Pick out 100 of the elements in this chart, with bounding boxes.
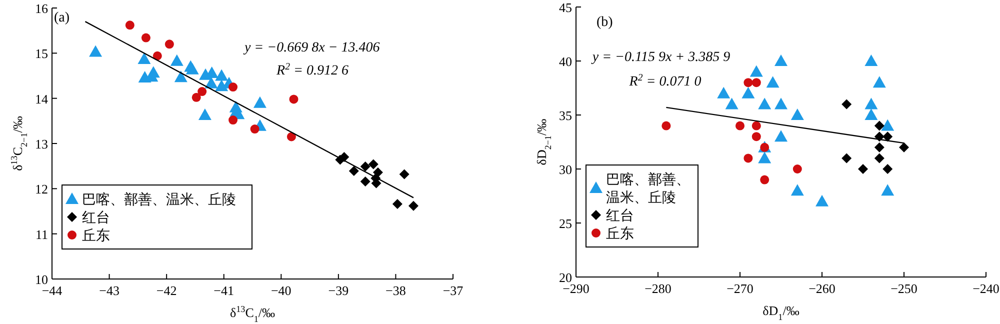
point xyxy=(717,86,730,98)
x-tick-label: −280 xyxy=(644,281,672,296)
x-tick-label: −250 xyxy=(890,281,918,296)
point xyxy=(882,132,893,142)
point xyxy=(286,132,296,142)
point xyxy=(348,166,359,176)
point xyxy=(752,132,761,142)
x-tick-label: −37 xyxy=(442,283,464,298)
point xyxy=(899,142,909,152)
legend-label: 丘东 xyxy=(82,228,110,244)
point xyxy=(864,98,878,110)
point xyxy=(215,69,228,81)
point xyxy=(881,119,894,131)
y-tick-label: 14 xyxy=(35,91,48,106)
point xyxy=(864,54,878,66)
x-axis-title: δD$_{1}$/‰ xyxy=(762,303,800,322)
point xyxy=(360,162,370,172)
y-tick-label: 30 xyxy=(559,162,572,177)
point xyxy=(289,94,298,104)
x-tick-label: −38 xyxy=(386,283,406,298)
point xyxy=(186,62,199,74)
x-tick-label: −270 xyxy=(726,281,754,296)
point xyxy=(750,65,763,77)
point xyxy=(881,184,894,196)
point xyxy=(792,164,802,174)
point xyxy=(198,108,212,120)
point xyxy=(790,184,804,196)
point xyxy=(198,87,207,96)
point xyxy=(842,153,852,164)
point xyxy=(228,116,238,125)
y-tick-label: 16 xyxy=(35,1,48,16)
point xyxy=(725,98,738,110)
point xyxy=(774,98,788,110)
point xyxy=(146,66,160,78)
point xyxy=(89,45,102,57)
y-tick-label: 35 xyxy=(559,108,572,123)
point xyxy=(392,199,402,210)
y-tick-label: 15 xyxy=(35,46,48,62)
point xyxy=(141,33,150,42)
y-tick-label: 12 xyxy=(35,182,48,197)
point xyxy=(758,98,772,110)
point xyxy=(164,40,174,49)
point xyxy=(774,130,788,142)
point xyxy=(766,76,780,88)
point xyxy=(250,124,260,134)
point xyxy=(736,121,744,130)
x-tick-label: −240 xyxy=(972,281,1000,296)
point xyxy=(192,92,201,102)
point xyxy=(816,194,828,206)
point xyxy=(125,20,134,30)
annotation: R$^{2}$ = 0.912 6 xyxy=(276,60,348,78)
point xyxy=(752,78,761,88)
legend-label: 巴喀、鄯善、温米、丘陵 xyxy=(606,171,690,206)
annotation: y = −0.115 9x + 3.385 9 xyxy=(590,50,730,65)
y-tick-label: 13 xyxy=(35,136,48,152)
point xyxy=(170,54,184,66)
point xyxy=(758,152,772,164)
point xyxy=(874,120,884,131)
point xyxy=(874,142,884,152)
point xyxy=(858,164,868,174)
legend-label: 丘东 xyxy=(606,226,634,242)
point xyxy=(408,200,418,211)
point xyxy=(152,51,162,60)
x-axis-title: δ$^{13}$C$_{1}$/‰ xyxy=(230,304,276,324)
point xyxy=(228,82,238,92)
annotation: (a) xyxy=(54,10,70,26)
y-tick-label: 40 xyxy=(559,54,572,69)
point xyxy=(339,152,350,162)
legend-label: 巴喀、鄯善、温米、丘陵 xyxy=(82,191,236,208)
x-tick-label: −41 xyxy=(214,283,234,298)
x-tick-label: −42 xyxy=(156,283,177,298)
point xyxy=(174,70,188,82)
y-tick-label: 45 xyxy=(559,0,572,15)
point xyxy=(253,96,266,108)
point xyxy=(760,175,770,184)
y-tick-label: 25 xyxy=(559,216,572,231)
point xyxy=(874,153,884,164)
x-tick-label: −43 xyxy=(99,283,120,298)
point xyxy=(882,164,893,174)
point xyxy=(872,76,886,88)
point xyxy=(752,121,761,130)
point xyxy=(774,54,788,66)
x-tick-label: −260 xyxy=(808,281,836,296)
annotation: R$^{2}$ = 0.071 0 xyxy=(628,72,702,90)
annotation: (b) xyxy=(596,14,614,30)
point xyxy=(662,121,671,130)
point xyxy=(204,76,218,88)
point xyxy=(138,52,151,64)
point xyxy=(360,176,370,186)
x-tick-label: −40 xyxy=(270,283,292,298)
point xyxy=(744,78,753,88)
point xyxy=(744,154,753,163)
legend-label: 红台 xyxy=(606,208,634,224)
annotation: y = −0.669 8x − 13.406 xyxy=(242,40,380,56)
point xyxy=(742,86,755,98)
y-tick-label: 11 xyxy=(35,226,48,242)
x-tick-label: −39 xyxy=(328,283,349,298)
legend-label: 红台 xyxy=(82,210,110,226)
point xyxy=(864,108,878,120)
point xyxy=(368,159,378,170)
